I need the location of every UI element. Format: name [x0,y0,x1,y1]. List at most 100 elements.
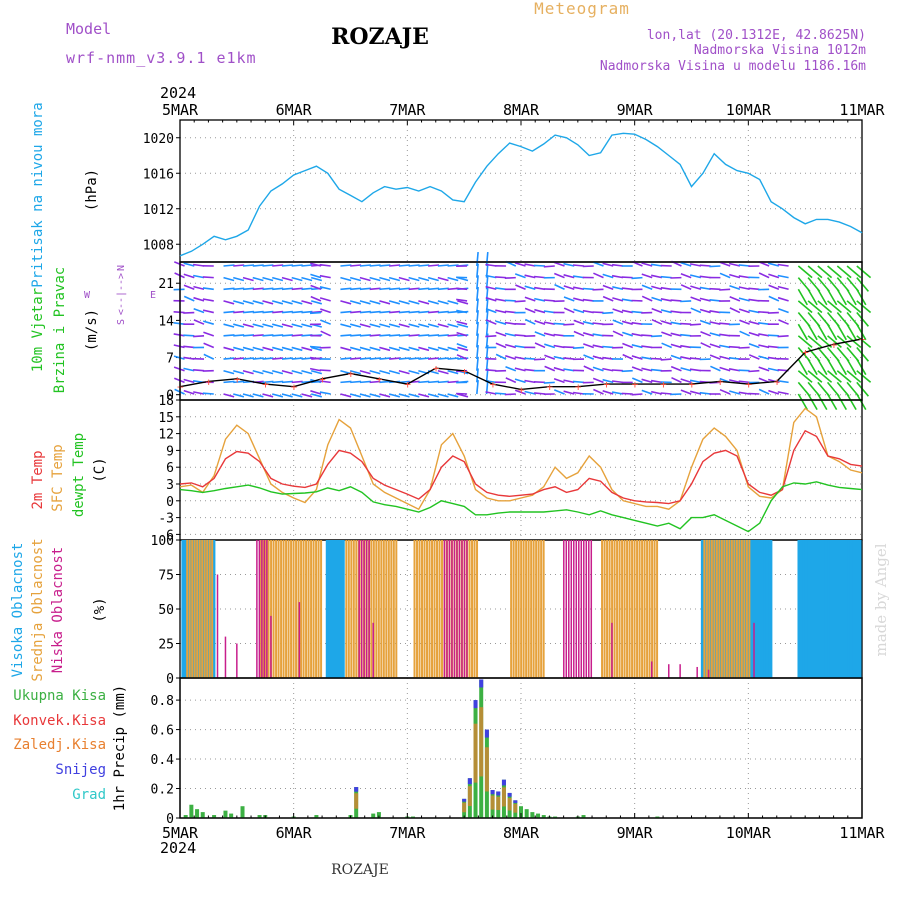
wind-arrow [533,381,546,384]
footer-title: ROZAJE [331,862,389,878]
precip-bar-snow [473,700,478,709]
wind-arrow [485,274,497,279]
wind-arrow [504,393,516,396]
precip-bar [411,816,416,818]
wind-arrow [602,262,614,267]
wind-arrow [651,274,663,279]
wind-arrow [359,264,371,267]
wind-arrow [369,393,381,398]
wind-arrow [447,393,459,398]
wind-arrow [359,323,371,328]
wind-arrow [524,318,536,325]
wind-arrow [553,333,565,337]
wind-arrow [418,287,430,291]
wind-arrow [563,307,575,314]
wind-arrow [544,343,556,349]
precip-bar-snow [490,790,495,795]
wind-arrow [631,332,643,337]
wind-arrow [291,393,303,398]
wind-arrow [738,264,750,267]
wind-arrow [602,345,614,349]
wind-arrow [651,296,663,302]
wind-arrow [670,343,682,349]
wind-arrow [563,368,575,372]
wind-arrow [504,343,517,349]
wind-arrow [738,346,750,349]
wind-arrow [183,295,195,302]
wind-arrow [709,287,721,291]
wind-arrow [621,392,633,395]
wind-arrow [340,264,352,267]
wind-arrow [408,369,420,375]
wind-arrow [592,366,604,372]
wind-arrow [524,379,536,384]
wind-arrow [319,286,331,291]
wind-arrow [223,300,235,305]
wind-arrow [309,311,322,315]
wind-arrow [817,312,831,327]
wind-arrow [738,380,750,384]
wind-arrow [389,310,401,314]
precip-bar [553,816,558,818]
wind-arrow [262,346,274,352]
wind-arrow [252,287,264,291]
wind-arrow [689,263,702,267]
wind-arrow [310,390,322,395]
bottom-time-axis: 5MAR 6MAR 7MAR 8MAR 9MAR 10MAR 11MAR [162,813,886,842]
wind-arrow [543,381,555,384]
wind-arrow [272,323,284,328]
wind-arrow [856,335,872,349]
wind-arrow [563,379,575,384]
wind-arrow [193,308,205,314]
wind-arrow [495,320,507,325]
wind-arrow [514,262,526,267]
wind-arrow [777,296,789,302]
wind-arrow [242,334,255,337]
wind-arrow [202,298,214,302]
wind-arrow [320,330,332,337]
wind-arrow [183,273,195,279]
wind-arrow [680,333,692,337]
wind-arrow [602,367,614,372]
wind-arrow [846,312,860,327]
y-tick-label: 0.4 [151,753,175,768]
wind-arrow [233,334,245,337]
wind-arrow [641,273,653,279]
compass-south: S [116,319,127,325]
wind-arrow [602,356,614,360]
wind-arrow [680,322,692,325]
y-tick-label: 50 [158,603,174,618]
wind-arrow [563,285,575,291]
wind-arrow [504,310,516,314]
wind-arrow [193,274,205,279]
wind-arrow [485,369,497,372]
wind-arrow [418,310,430,314]
wind-arrow [223,276,235,282]
wind-arrow [582,298,594,302]
wind-arrow [583,343,595,349]
wind-arrow [291,300,303,305]
wind-arrow [827,300,842,314]
gust-marker: + [575,381,582,394]
wind-arrow [476,345,479,360]
wind-arrow [202,276,214,279]
wind-arrow [183,311,195,314]
wind-arrow [418,334,430,337]
gust-marker: + [490,378,497,391]
wind-arrow [398,346,410,352]
wind-arrow [797,335,813,349]
time-tick-label: 5MAR [162,824,199,842]
year-label-top: 2024 [160,84,196,102]
wind-arrow [495,287,507,291]
wind-arrow [709,299,721,302]
wind-arrow [797,370,813,383]
wind-arrow [398,300,410,305]
wind-arrow [612,319,624,325]
wind-arrow [418,346,430,352]
time-tick-label: 9MAR [617,824,654,842]
wind-arrow [476,321,479,336]
precip-bar-frozen [467,786,472,807]
wind-arrow [427,300,439,305]
